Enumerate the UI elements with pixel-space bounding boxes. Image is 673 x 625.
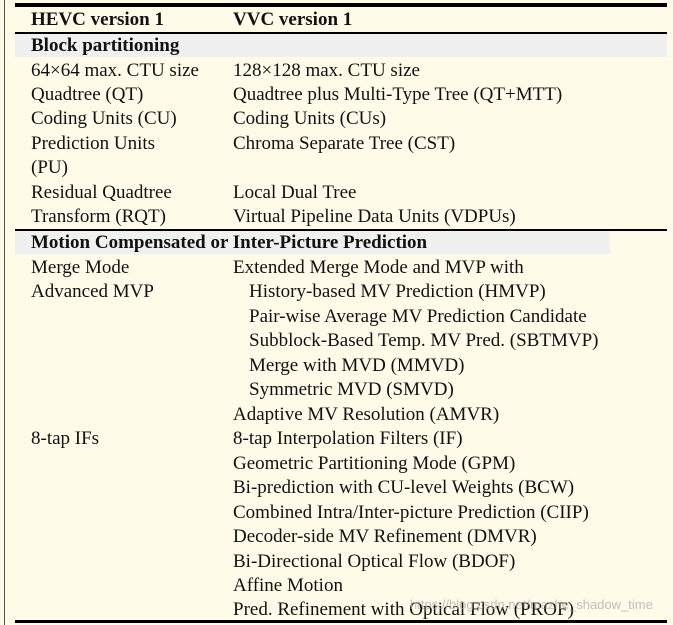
- cell-vvc: Coding Units (CUs): [233, 108, 387, 129]
- cell-vvc: Bi-prediction with CU-level Weights (BCW…: [233, 477, 575, 498]
- table-row: Adaptive MV Resolution (AMVR): [0, 403, 673, 427]
- table-row: Pred. Refinement with Optical Flow (PROF…: [0, 598, 673, 622]
- table-row: Pair-wise Average MV Prediction Candidat…: [0, 305, 673, 329]
- header-vvc: VVC version 1: [233, 9, 353, 30]
- table-row: 8-tap IFs 8-tap Interpolation Filters (I…: [0, 427, 673, 451]
- table-row: 64×64 max. CTU size 128×128 max. CTU siz…: [0, 59, 673, 83]
- section-motion-compensation: Motion Compensated or Inter-Picture Pred…: [15, 231, 610, 254]
- cell-vvc: Affine Motion: [233, 575, 343, 596]
- cell-vvc: Bi-Directional Optical Flow (BDOF): [233, 551, 516, 572]
- section-title: Motion Compensated or Inter-Picture Pred…: [31, 232, 428, 253]
- table-row: Quadtree (QT) Quadtree plus Multi-Type T…: [0, 83, 673, 107]
- cell-hevc: Merge Mode: [31, 257, 130, 278]
- table-row: Advanced MVP History-based MV Prediction…: [0, 280, 673, 304]
- table-row: Transform (RQT) Virtual Pipeline Data Un…: [0, 205, 673, 229]
- table-row: Prediction Units Chroma Separate Tree (C…: [0, 132, 673, 156]
- cell-hevc: Advanced MVP: [31, 281, 154, 302]
- cell-vvc: 128×128 max. CTU size: [233, 60, 420, 81]
- cell-vvc: Extended Merge Mode and MVP with: [233, 257, 524, 278]
- table-row: Symmetric MVD (SMVD): [0, 378, 673, 402]
- table-row: Residual Quadtree Local Dual Tree: [0, 181, 673, 205]
- cell-hevc: Quadtree (QT): [31, 84, 144, 105]
- cell-hevc: Prediction Units: [31, 133, 156, 154]
- table-row: Combined Intra/Inter-picture Prediction …: [0, 501, 673, 525]
- cell-vvc: Quadtree plus Multi-Type Tree (QT+MTT): [233, 84, 563, 105]
- table-row: Decoder-side MV Refinement (DMVR): [0, 525, 673, 549]
- cell-hevc: (PU): [31, 157, 68, 178]
- watermark: https://blog.csdn.net/mazhe_shadow_time: [410, 597, 653, 612]
- cell-vvc: Local Dual Tree: [233, 182, 357, 203]
- table-row: Coding Units (CU) Coding Units (CUs): [0, 107, 673, 131]
- table-row: Affine Motion: [0, 574, 673, 598]
- cell-vvc: Merge with MVD (MMVD): [249, 355, 465, 376]
- section-title: Block partitioning: [31, 35, 180, 56]
- table-row: Geometric Partitioning Mode (GPM): [0, 452, 673, 476]
- cell-vvc: Subblock-Based Temp. MV Pred. (SBTMVP): [249, 330, 599, 351]
- table-row: Merge Mode Extended Merge Mode and MVP w…: [0, 256, 673, 280]
- cell-hevc: 8-tap IFs: [31, 428, 100, 449]
- cell-vvc: Chroma Separate Tree (CST): [233, 133, 456, 154]
- table-row: Subblock-Based Temp. MV Pred. (SBTMVP): [0, 329, 673, 353]
- cell-vvc: Decoder-side MV Refinement (DMVR): [233, 526, 537, 547]
- table-row: (PU): [0, 156, 673, 180]
- cell-vvc: Symmetric MVD (SMVD): [249, 379, 454, 400]
- table-row: Merge with MVD (MMVD): [0, 354, 673, 378]
- table-top-rule: [15, 3, 667, 7]
- cell-hevc: Coding Units (CU): [31, 108, 177, 129]
- section-rule: [15, 229, 667, 231]
- table-header-row: HEVC version 1 VVC version 1: [0, 8, 673, 32]
- table-row: Bi-Directional Optical Flow (BDOF): [0, 550, 673, 574]
- cell-hevc: Transform (RQT): [31, 206, 166, 227]
- cell-vvc: Geometric Partitioning Mode (GPM): [233, 453, 516, 474]
- header-rule: [15, 32, 667, 34]
- section-block-partitioning: Block partitioning: [15, 34, 667, 57]
- cell-vvc: Pair-wise Average MV Prediction Candidat…: [249, 306, 587, 327]
- cell-vvc: Adaptive MV Resolution (AMVR): [233, 404, 500, 425]
- cell-vvc: Virtual Pipeline Data Units (VDPUs): [233, 206, 516, 227]
- cell-hevc: Residual Quadtree: [31, 182, 172, 203]
- page-left-border: [4, 0, 5, 625]
- cell-vvc: History-based MV Prediction (HMVP): [249, 281, 546, 302]
- cell-vvc: Combined Intra/Inter-picture Prediction …: [233, 502, 589, 523]
- table-bottom-rule: [15, 620, 667, 623]
- cell-vvc: 8-tap Interpolation Filters (IF): [233, 428, 463, 449]
- table-row: Bi-prediction with CU-level Weights (BCW…: [0, 476, 673, 500]
- cell-vvc: Pred. Refinement with Optical Flow (PROF…: [233, 599, 574, 620]
- header-hevc: HEVC version 1: [31, 9, 164, 30]
- cell-hevc: 64×64 max. CTU size: [31, 60, 199, 81]
